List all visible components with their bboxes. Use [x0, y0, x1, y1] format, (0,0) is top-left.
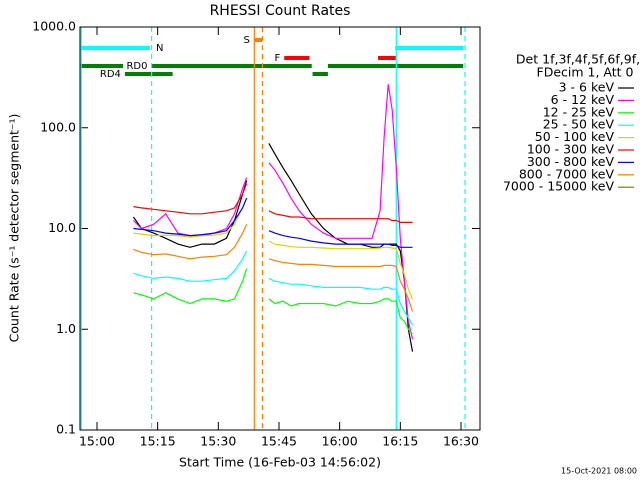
legend-label: 3 - 6 keV [559, 80, 615, 95]
flag-label: S [244, 35, 250, 46]
x-tick-label: 15:00 [79, 434, 115, 449]
x-tick-label: 15:45 [261, 434, 297, 449]
plot-frame [79, 26, 481, 431]
y-tick-label: 1000.0 [32, 19, 76, 34]
x-axis-label: Start Time (16-Feb-03 14:56:02) [179, 455, 381, 470]
legend-label: 300 - 800 keV [527, 154, 615, 169]
flag-label-bg [123, 61, 151, 71]
x-tick-label: 16:00 [322, 434, 358, 449]
series-line [132, 143, 414, 352]
x-tick-label: 15:15 [140, 434, 176, 449]
legend-label: 800 - 7000 keV [519, 166, 615, 181]
legend-label: 12 - 25 keV [543, 104, 615, 119]
chart-title: RHESSI Count Rates [210, 3, 351, 19]
series-line [133, 250, 414, 326]
flag-label: RD4 [100, 69, 121, 80]
y-tick-label: 100.0 [40, 119, 76, 134]
legend-label: 100 - 300 keV [527, 142, 615, 157]
flag-label: RD0 [126, 61, 147, 72]
legend-title: Det 1f,3f,4f,5f,6f,9f, [516, 52, 640, 67]
series-line [133, 268, 413, 335]
series-line [133, 224, 414, 312]
x-tick-label: 16:30 [443, 434, 479, 449]
legend-label: 6 - 12 keV [551, 92, 615, 107]
legend-title: FDecim 1, Att 0 [537, 65, 634, 80]
x-tick-label: 16:15 [382, 434, 418, 449]
series-line [133, 197, 414, 300]
legend-label: 25 - 50 keV [543, 117, 615, 132]
series-line [133, 183, 413, 223]
legend-label: 50 - 100 keV [535, 129, 615, 144]
series-line [133, 197, 413, 248]
y-axis-label: Count Rate (s⁻¹ detector segment⁻¹) [7, 114, 22, 343]
footer-date: 15-Oct-2021 08:00 [561, 467, 637, 476]
legend-label: 7000 - 15000 keV [503, 179, 614, 194]
x-tick-label: 15:30 [200, 434, 236, 449]
y-tick-label: 0.1 [56, 422, 76, 437]
y-tick-label: 1.0 [56, 321, 76, 336]
flag-label: N [156, 43, 163, 54]
y-tick-label: 10.0 [48, 220, 76, 235]
flag-label: F [274, 53, 280, 64]
